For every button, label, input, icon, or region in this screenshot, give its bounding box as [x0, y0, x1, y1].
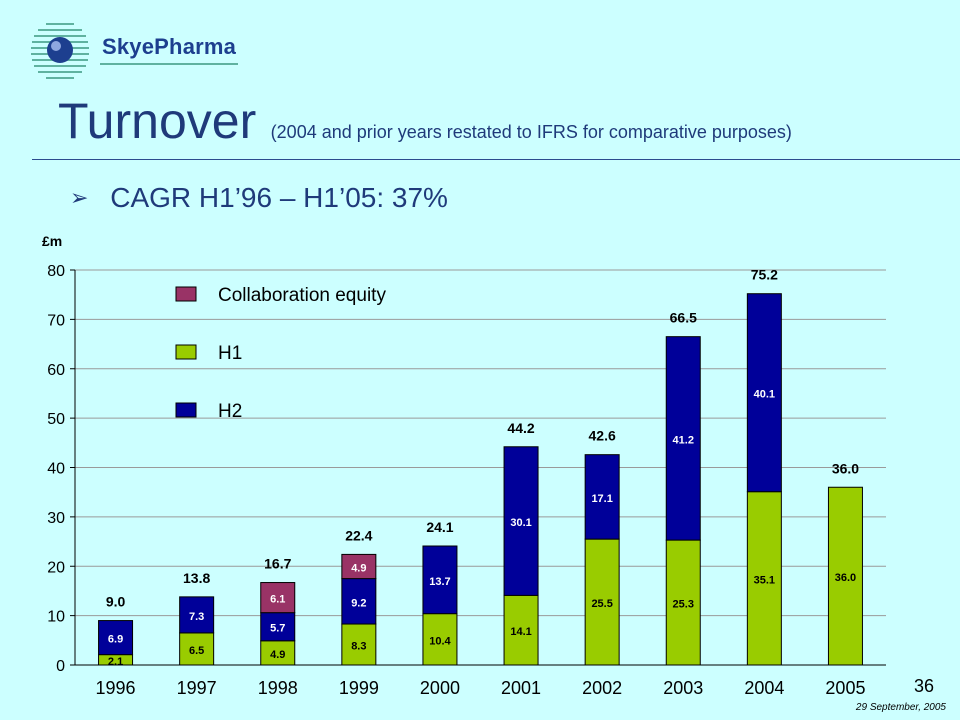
bar-total-label: 22.4 — [345, 527, 372, 543]
globe-logo-icon — [31, 23, 89, 79]
x-tick-label: 1996 — [96, 678, 136, 698]
bar-value-label: 6.1 — [270, 594, 285, 606]
bar-value-label: 10.4 — [429, 635, 451, 647]
logo-underline — [100, 63, 238, 65]
y-tick-label: 0 — [56, 658, 65, 675]
date-footer: 29 September, 2005 — [855, 702, 946, 713]
bar-value-label: 5.7 — [270, 623, 285, 635]
bar-h2 — [584, 454, 620, 540]
bar-total-label: 16.7 — [264, 556, 291, 572]
bar-h1 — [341, 623, 377, 666]
bar-h2 — [746, 293, 782, 493]
bar-total-label: 13.8 — [183, 570, 210, 586]
bullet-point: ➢ CAGR H1’96 – H1’05: 37% — [70, 182, 448, 214]
y-tick-label: 50 — [47, 411, 65, 428]
x-tick-label: 2001 — [501, 678, 541, 698]
x-tick-label: 2005 — [825, 678, 865, 698]
y-tick-label: 70 — [47, 312, 65, 329]
page-number: 36 — [914, 676, 935, 696]
bar-total-label: 44.2 — [507, 420, 534, 436]
x-tick-label: 2003 — [663, 678, 703, 698]
bar-value-label: 30.1 — [510, 517, 531, 529]
bar-value-label: 6.9 — [108, 634, 123, 646]
bar-h2 — [341, 578, 377, 625]
legend-swatch — [175, 344, 197, 360]
bar-value-label: 13.7 — [429, 576, 450, 588]
bar-value-label: 14.1 — [510, 626, 531, 638]
legend-swatch — [175, 402, 197, 418]
bar-h2 — [179, 596, 215, 634]
bar-value-label: 40.1 — [754, 389, 775, 401]
bar-value-label: 2.1 — [108, 656, 123, 668]
legend-label: Collaboration equity — [218, 285, 386, 306]
y-tick-label: 20 — [47, 559, 65, 576]
bar-total-label: 42.6 — [589, 428, 616, 444]
bar-total-label: 75.2 — [751, 267, 778, 283]
bar-value-label: 25.5 — [591, 598, 612, 610]
bar-value-label: 17.1 — [591, 493, 612, 505]
bar-h1 — [179, 632, 215, 666]
bar-value-label: 35.1 — [754, 574, 775, 586]
x-tick-label: 1998 — [258, 678, 298, 698]
bar-h1 — [665, 539, 701, 666]
bar-h1 — [827, 486, 863, 666]
bar-value-label: 41.2 — [673, 434, 694, 446]
x-tick-label: 2004 — [744, 678, 784, 698]
bar-collaboration-equity — [260, 582, 296, 614]
y-axis-label: £m — [42, 233, 62, 249]
bar-total-label: 66.5 — [670, 310, 697, 326]
bar-collaboration-equity — [341, 553, 377, 580]
bar-h1 — [746, 491, 782, 666]
bar-value-label: 36.0 — [835, 572, 856, 584]
bar-h2 — [422, 545, 458, 615]
bar-value-label: 4.9 — [270, 649, 285, 661]
y-tick-label: 40 — [47, 461, 65, 478]
bullet-text: CAGR H1’96 – H1’05: 37% — [110, 182, 448, 213]
y-tick-label: 60 — [47, 362, 65, 379]
skyepharma-logo: SkyePharma — [28, 20, 243, 80]
bar-total-label: 24.1 — [426, 519, 453, 535]
bar-value-label: 9.2 — [351, 597, 366, 609]
arrow-bullet-icon: ➢ — [70, 185, 89, 210]
bar-h2 — [98, 620, 134, 656]
bar-total-label: 36.0 — [832, 460, 859, 476]
bar-value-label: 6.5 — [189, 645, 204, 657]
bar-value-label: 4.9 — [351, 562, 366, 574]
y-tick-label: 80 — [47, 263, 65, 280]
page-subtitle: (2004 and prior years restated to IFRS f… — [270, 122, 792, 142]
bar-h1 — [260, 640, 296, 666]
title-divider — [32, 159, 960, 160]
bar-h2 — [665, 336, 701, 541]
legend-swatch — [175, 286, 197, 302]
x-tick-label: 1997 — [177, 678, 217, 698]
bar-h2 — [260, 612, 296, 642]
logo-text: SkyePharma — [102, 34, 237, 59]
legend-label: H1 — [218, 343, 242, 364]
x-tick-label: 1999 — [339, 678, 379, 698]
bar-total-label: 9.0 — [106, 594, 126, 610]
legend-label: H2 — [218, 401, 242, 422]
page-title: Turnover — [58, 93, 257, 149]
bar-h1 — [422, 613, 458, 666]
bar-value-label: 7.3 — [189, 611, 204, 623]
y-tick-label: 30 — [47, 510, 65, 527]
x-tick-label: 2002 — [582, 678, 622, 698]
bar-value-label: 8.3 — [351, 641, 366, 653]
bar-h2 — [503, 446, 539, 596]
x-tick-label: 2000 — [420, 678, 460, 698]
y-tick-label: 10 — [47, 609, 65, 626]
bar-value-label: 25.3 — [673, 599, 694, 611]
bar-h1 — [503, 594, 539, 666]
title-row: Turnover (2004 and prior years restated … — [58, 92, 792, 150]
